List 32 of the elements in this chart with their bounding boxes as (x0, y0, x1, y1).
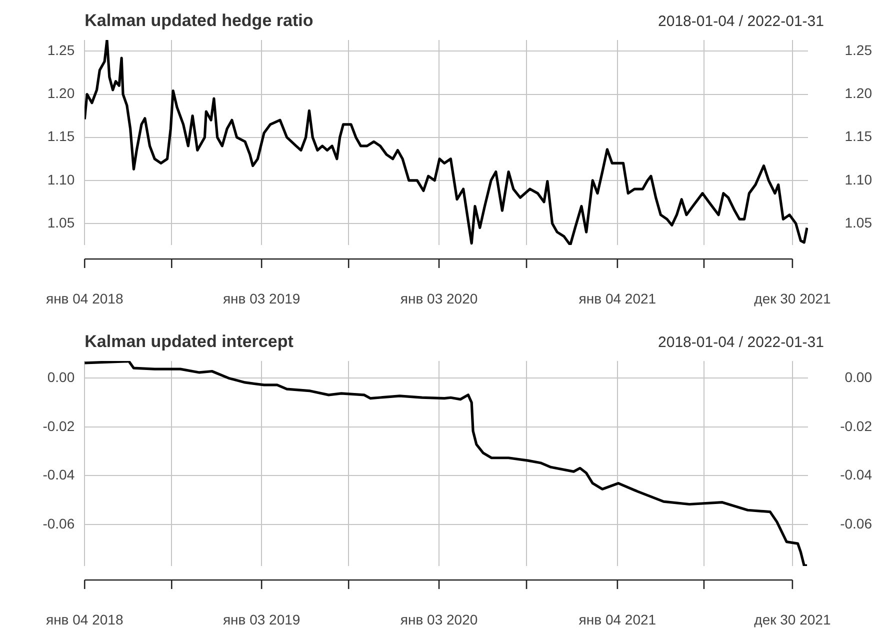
x-tick-label: янв 04 2018 (46, 611, 124, 628)
y2-tick-label: 1.20 (844, 85, 872, 102)
y-tick-label: 0.00 (47, 368, 75, 385)
y-tick-label: -0.06 (42, 515, 75, 532)
x-tick-label: дек 30 2021 (754, 611, 831, 628)
chart-title: Kalman updated intercept (84, 332, 294, 351)
x-tick-label: дек 30 2021 (754, 290, 831, 306)
y-tick-label: 1.20 (47, 85, 75, 102)
y2-tick-label: 1.15 (844, 128, 872, 144)
y2-tick-label: -0.06 (840, 515, 872, 532)
x-tick-label: янв 04 2021 (578, 611, 656, 628)
x-tick-label: янв 03 2019 (222, 290, 300, 306)
y2-tick-label: 0.00 (844, 368, 872, 385)
chart-subtitle: 2018-01-04 / 2022-01-31 (658, 334, 824, 351)
y2-tick-label: 1.25 (844, 42, 872, 58)
y2-tick-label: -0.02 (840, 418, 872, 434)
y-tick-label: 1.05 (47, 214, 75, 230)
y-tick-label: -0.02 (42, 418, 75, 434)
y-tick-label: 1.10 (47, 171, 75, 188)
x-tick-label: янв 03 2019 (222, 611, 300, 628)
x-tick-label: янв 04 2021 (578, 290, 656, 306)
y-tick-label: 1.25 (47, 42, 75, 58)
y-tick-label: 1.15 (47, 128, 75, 144)
x-tick-label: янв 03 2020 (400, 290, 478, 306)
y2-tick-label: -0.04 (840, 466, 872, 483)
x-tick-label: янв 03 2020 (400, 611, 478, 628)
y2-tick-label: 1.10 (844, 171, 872, 188)
chart-subtitle: 2018-01-04 / 2022-01-31 (658, 13, 824, 30)
y2-tick-label: 1.05 (844, 214, 872, 230)
chart-title: Kalman updated hedge ratio (84, 11, 314, 30)
x-tick-label: янв 04 2018 (46, 290, 124, 306)
y-tick-label: -0.04 (42, 466, 75, 483)
